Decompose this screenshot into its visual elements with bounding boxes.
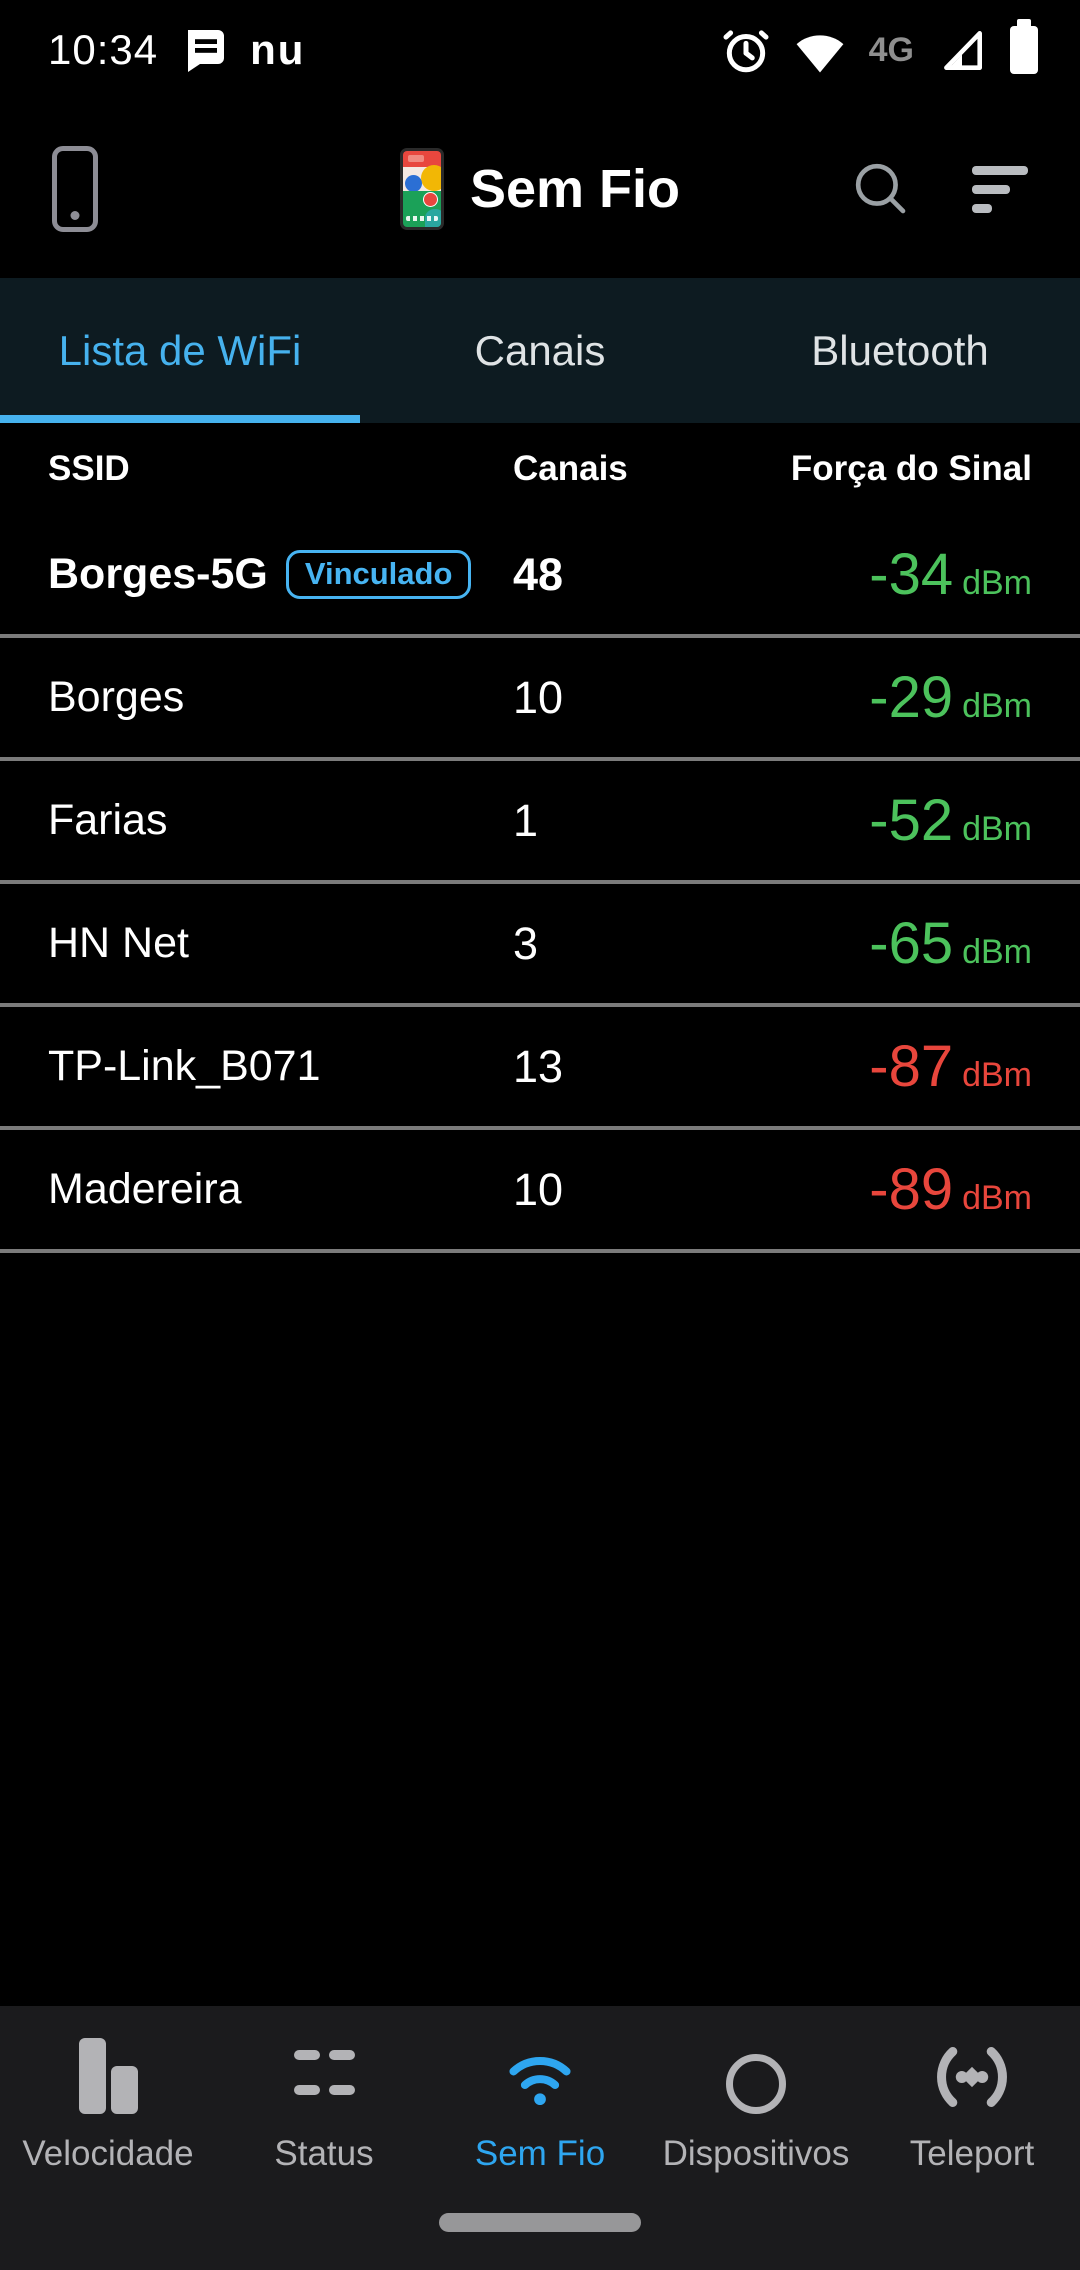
bottom-navigation: Velocidade Status Sem Fio Dispositivo <box>0 2006 1080 2270</box>
signal-value: -34 <box>869 542 954 607</box>
signal-strength: -87 dBm <box>728 1033 1032 1100</box>
search-icon[interactable] <box>848 156 914 222</box>
battery-icon <box>1010 19 1038 74</box>
ssid-label: Borges <box>48 673 185 721</box>
nav-item-sem-fio[interactable]: Sem Fio <box>432 2034 648 2174</box>
tab-bluetooth[interactable]: Bluetooth <box>811 326 989 374</box>
signal-unit: dBm <box>962 564 1032 602</box>
column-header-canais: Canais <box>513 449 628 488</box>
signal-unit: dBm <box>962 933 1032 971</box>
signal-value: -29 <box>869 665 954 730</box>
column-header-ssid: SSID <box>48 449 130 488</box>
signal-unit: dBm <box>962 687 1032 725</box>
bar-chart-icon <box>78 2034 138 2114</box>
channel-value: 13 <box>513 1040 564 1092</box>
alarm-icon <box>721 25 771 75</box>
table-row[interactable]: Borges 10 -29 dBm <box>0 638 1080 761</box>
wifi-table: SSID Canais Força do Sinal Borges-5G Vin… <box>0 423 1080 1253</box>
app-header: Sem Fio <box>0 100 1080 278</box>
table-row[interactable]: Borges-5G Vinculado 48 -34 dBm <box>0 515 1080 638</box>
ssid-label: Farias <box>48 796 168 844</box>
signal-strength: -52 dBm <box>728 787 1032 854</box>
app-logo-phone-thumbnail <box>399 148 444 230</box>
messages-notification-icon <box>180 26 228 74</box>
empty-content-area <box>0 1253 1080 2006</box>
wifi-status-icon <box>793 25 847 75</box>
tab-canais[interactable]: Canais <box>474 326 606 374</box>
connected-badge: Vinculado <box>285 550 472 599</box>
table-header: SSID Canais Força do Sinal <box>0 423 1080 515</box>
wifi-icon <box>501 2034 579 2114</box>
ssid-label: TP-Link_B071 <box>48 1042 321 1090</box>
signal-value: -89 <box>869 1157 954 1222</box>
nav-label: Velocidade <box>22 2134 194 2173</box>
nav-label: Sem Fio <box>474 2134 606 2173</box>
device-phone-icon[interactable] <box>52 146 98 232</box>
channel-value: 10 <box>513 1163 564 1215</box>
signal-strength: -29 dBm <box>728 664 1032 731</box>
channel-value: 3 <box>513 917 539 969</box>
signal-unit: dBm <box>962 1056 1032 1094</box>
signal-unit: dBm <box>962 1179 1032 1217</box>
ssid-label: HN Net <box>48 919 189 967</box>
tab-lista-de-wifi[interactable]: Lista de WiFi <box>58 326 302 374</box>
status-bar: 10:34 nu <box>0 0 1080 100</box>
tab-bar: Lista de WiFi Canais Bluetooth <box>0 278 1080 423</box>
grid-icon <box>293 2034 355 2114</box>
signal-value: -52 <box>869 788 954 853</box>
ssid-label: Borges-5G <box>48 550 268 598</box>
sort-filter-icon[interactable] <box>972 165 1028 213</box>
nav-item-teleport[interactable]: Teleport <box>864 2034 1080 2174</box>
table-row[interactable]: Madereira 10 -89 dBm <box>0 1130 1080 1253</box>
ssid-label: Madereira <box>48 1165 242 1213</box>
circle-ring-icon <box>726 2034 786 2114</box>
column-header-forca-do-sinal: Força do Sinal <box>790 449 1032 488</box>
teleport-icon <box>930 2034 1014 2114</box>
network-type-label: 4G <box>868 30 914 69</box>
nav-item-dispositivos[interactable]: Dispositivos <box>648 2034 864 2174</box>
status-time: 10:34 <box>48 26 159 73</box>
active-tab-indicator <box>0 415 360 423</box>
nav-label: Dispositivos <box>662 2134 850 2173</box>
channel-value: 10 <box>513 671 564 723</box>
nav-label: Status <box>274 2134 374 2173</box>
signal-strength: -34 dBm <box>728 541 1032 608</box>
nav-item-status[interactable]: Status <box>216 2034 432 2174</box>
nav-label: Teleport <box>909 2134 1035 2173</box>
signal-strength: -65 dBm <box>728 910 1032 977</box>
table-row[interactable]: HN Net 3 -65 dBm <box>0 884 1080 1007</box>
signal-value: -65 <box>869 911 954 976</box>
signal-unit: dBm <box>962 810 1032 848</box>
nubank-notification-icon: nu <box>250 26 306 73</box>
page-title: Sem Fio <box>469 159 681 219</box>
signal-strength: -89 dBm <box>728 1156 1032 1223</box>
cell-signal-icon <box>936 25 988 75</box>
nav-item-velocidade[interactable]: Velocidade <box>0 2034 216 2174</box>
channel-value: 48 <box>513 548 564 600</box>
table-row[interactable]: TP-Link_B071 13 -87 dBm <box>0 1007 1080 1130</box>
table-row[interactable]: Farias 1 -52 dBm <box>0 761 1080 884</box>
gesture-handle[interactable] <box>439 2212 641 2232</box>
channel-value: 1 <box>513 794 539 846</box>
signal-value: -87 <box>869 1034 954 1099</box>
